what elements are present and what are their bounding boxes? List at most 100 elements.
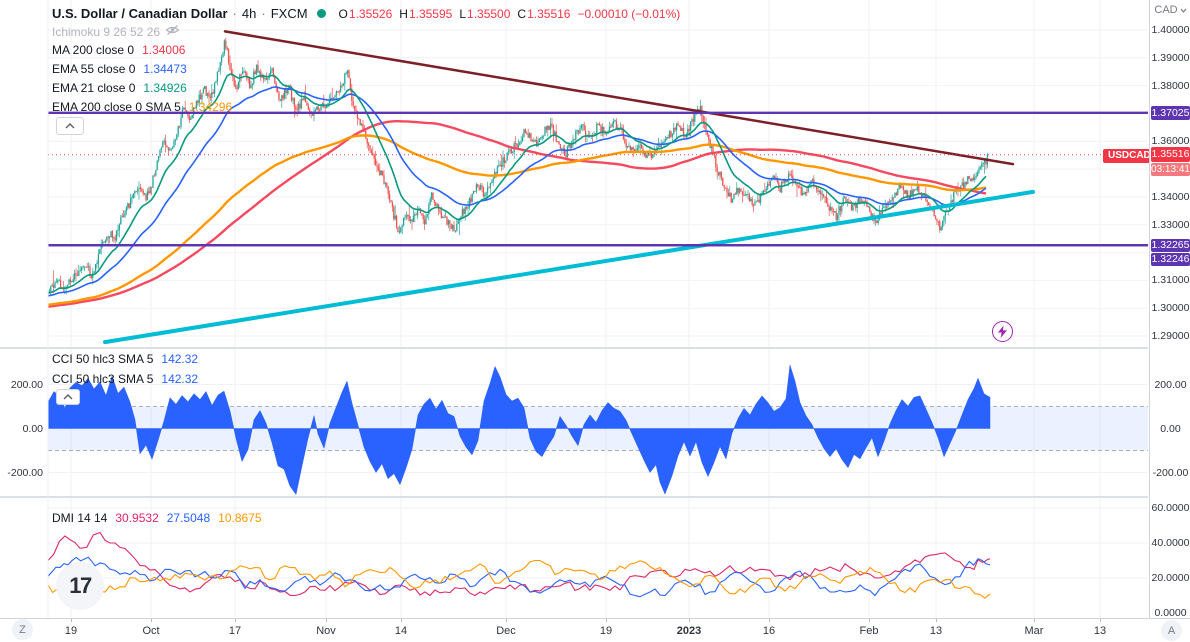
indicator-value: 1.34006	[142, 43, 186, 57]
legend-row-cci-2[interactable]: CCI 50 hlc3 SMA 5 142.32	[52, 372, 198, 386]
chevron-up-icon	[65, 123, 75, 129]
time-axis-tick	[869, 619, 870, 622]
separator: ·	[232, 6, 237, 21]
timezone-button[interactable]: Z	[12, 619, 33, 640]
indicator-label: MA 200 close 0	[52, 43, 135, 57]
indicator-value: 10.8675	[218, 511, 262, 525]
indicator-label: DMI 14 14	[52, 511, 108, 525]
close-label: C	[517, 6, 527, 21]
time-axis-tick	[401, 619, 402, 622]
collapse-cci-legend-button[interactable]	[56, 389, 80, 405]
time-axis-tick	[1034, 619, 1035, 622]
cci-axis-label: -200.00	[1152, 466, 1189, 479]
dmi-axis-label: 0.0000	[1154, 607, 1187, 619]
tradingview-logo-glyph: 17	[69, 573, 92, 598]
interval-label: 4h	[241, 6, 257, 21]
time-axis-tick	[235, 619, 236, 622]
legend-row-ema55[interactable]: EMA 55 close 0 1.34473	[52, 62, 187, 76]
legend-row-ma200[interactable]: MA 200 close 0 1.34006	[52, 43, 185, 57]
collapse-legend-button[interactable]	[56, 117, 84, 135]
time-axis-label: Feb	[859, 625, 879, 637]
time-axis-label: 13	[929, 625, 943, 637]
price-axis-currency[interactable]: CAD	[1150, 4, 1190, 16]
price-axis-label: 1.38000	[1151, 79, 1190, 92]
left-price-scale[interactable]: 200.00 0.00 -200.00	[0, 0, 46, 618]
indicator-value: 1.34296	[188, 100, 233, 114]
indicator-value: 27.5048	[166, 511, 211, 525]
legend-row-ema200[interactable]: EMA 200 close 0 SMA 5 1.34296	[52, 100, 232, 114]
time-axis-tick	[506, 619, 507, 622]
exchange-label: FXCM	[270, 6, 308, 21]
indicator-value: 1.34926	[143, 81, 187, 95]
legend-row-cci-1[interactable]: CCI 50 hlc3 SMA 5 142.32	[52, 352, 198, 366]
indicator-label: Ichimoku 9 26 52 26	[52, 24, 161, 39]
ohlc-values: O1.35526 H1.35595 L1.35500 C1.35516 −0.0…	[339, 7, 681, 21]
auto-scale-button[interactable]: A	[1161, 620, 1182, 641]
symbol-title: U.S. Dollar / Canadian Dollar	[52, 6, 228, 21]
time-axis-tick	[606, 619, 607, 622]
indicator-label: CCI 50 hlc3 SMA 5	[52, 372, 154, 386]
bar-countdown-badge: 03:13:41	[1151, 163, 1190, 176]
tradingview-logo[interactable]: 17	[56, 562, 104, 610]
price-level-badge: 1.37025	[1151, 106, 1190, 120]
cci-axis-label: 200.00	[10, 378, 43, 391]
visibility-off-icon[interactable]	[165, 24, 180, 39]
price-axis-label: 1.39000	[1151, 51, 1190, 64]
price-level-badge: 1.32265	[1151, 239, 1190, 252]
cci-axis-label: 200.00	[1154, 378, 1187, 391]
price-level-badge: 1.32246	[1151, 253, 1190, 266]
indicator-label: EMA 55 close 0	[52, 62, 136, 76]
price-axis-label: 1.40000	[1151, 24, 1190, 36]
time-axis-label: 14	[394, 625, 408, 637]
time-axis-tick	[936, 619, 937, 622]
last-price-badge: 1.35516	[1151, 147, 1190, 162]
chevron-up-icon	[63, 394, 73, 400]
time-axis-label: Mar	[1024, 625, 1044, 637]
open-value: 1.35526	[348, 6, 393, 21]
time-axis-label: Oct	[142, 625, 160, 637]
close-value: 1.35516	[527, 6, 571, 21]
legend-row-ichimoku[interactable]: Ichimoku 9 26 52 26	[52, 24, 180, 39]
low-value: 1.35500	[467, 6, 511, 21]
time-axis-label: 13	[1093, 625, 1107, 637]
indicator-value: 1.34473	[143, 62, 187, 76]
price-axis-label: 1.36000	[1151, 135, 1190, 148]
time-axis-label: 17	[228, 625, 242, 637]
cci-axis-label: -200.00	[7, 466, 43, 479]
time-axis-tick	[71, 619, 72, 622]
chart-legend-title[interactable]: U.S. Dollar / Canadian Dollar · 4h · FXC…	[52, 6, 680, 21]
time-axis-label: 2023	[676, 625, 702, 637]
indicator-value: 142.32	[161, 372, 199, 386]
time-axis-label: 19	[599, 625, 613, 637]
time-axis-tick	[1100, 619, 1101, 622]
lightning-icon	[998, 325, 1007, 338]
dmi-axis-label: 40.0000	[1151, 537, 1190, 549]
price-axis-label: 1.31000	[1151, 274, 1190, 287]
legend-row-ema21[interactable]: EMA 21 close 0 1.34926	[52, 81, 187, 95]
time-axis-tick	[689, 619, 690, 622]
open-label: O	[338, 6, 348, 21]
legend-row-dmi[interactable]: DMI 14 14 30.9532 27.5048 10.8675	[52, 511, 262, 525]
dmi-axis-label: 20.0000	[1151, 572, 1190, 584]
time-axis[interactable]: 19 Oct 17 Nov 14 Dec 19 2023 16 Feb 13 Mar 13	[0, 618, 1190, 642]
time-axis-tick	[151, 619, 152, 622]
price-axis-label: 1.29000	[1151, 330, 1190, 343]
indicator-label: CCI 50 hlc3 SMA 5	[52, 352, 154, 366]
indicator-label: EMA 21 close 0	[52, 81, 136, 95]
time-axis-tick	[769, 619, 770, 622]
market-status-icon	[316, 9, 326, 18]
cci-axis-label: 0.00	[22, 422, 43, 435]
price-axis-label: 1.34000	[1151, 190, 1190, 203]
instant-order-lightning-button[interactable]	[992, 321, 1013, 342]
high-label: H	[399, 6, 408, 21]
low-label: L	[459, 6, 467, 21]
symbol-price-chip: USDCAD	[1103, 149, 1156, 163]
time-axis-label: Dec	[496, 625, 516, 637]
price-axis[interactable]: CAD 1.37025 1.35516 03:13:41 1.32265 1.3…	[1149, 0, 1190, 619]
indicator-label: EMA 200 close 0 SMA 5	[52, 100, 181, 114]
dmi-axis-label: 60.0000	[1151, 502, 1190, 514]
time-axis-label: 19	[64, 625, 78, 637]
separator: ·	[261, 6, 266, 21]
